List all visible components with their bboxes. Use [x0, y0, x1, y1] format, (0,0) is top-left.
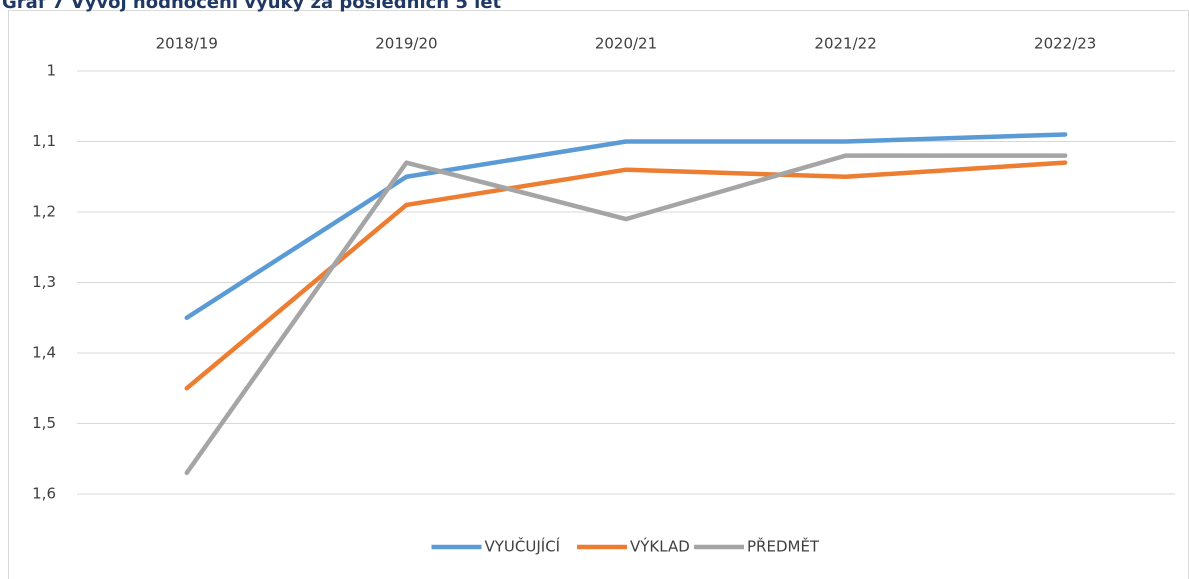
chart-frame — [8, 10, 1189, 579]
y-tick-label: 1,3 — [32, 273, 56, 291]
legend-label: PŘEDMĚT — [747, 537, 820, 556]
x-tick-label: 2021/22 — [814, 35, 876, 53]
x-tick-label: 2022/23 — [1034, 35, 1096, 53]
y-tick-label: 1,2 — [32, 203, 56, 221]
legend-label: VÝKLAD — [630, 537, 690, 556]
y-tick-label: 1 — [46, 62, 56, 80]
x-tick-label: 2020/21 — [595, 35, 657, 53]
line-series — [184, 153, 1068, 476]
y-tick-label: 1,6 — [32, 485, 56, 503]
x-tick-label: 2019/20 — [375, 35, 437, 53]
line-series — [184, 132, 1068, 320]
y-tick-label: 1,4 — [32, 344, 56, 362]
legend-label: VYUČUJÍCÍ — [485, 537, 561, 556]
x-tick-label: 2018/19 — [156, 35, 218, 53]
chart-title: Graf 7 Vývoj hodnocení výuky za poslední… — [2, 0, 502, 13]
y-tick-label: 1,1 — [32, 132, 56, 150]
y-tick-label: 1,5 — [32, 414, 56, 432]
